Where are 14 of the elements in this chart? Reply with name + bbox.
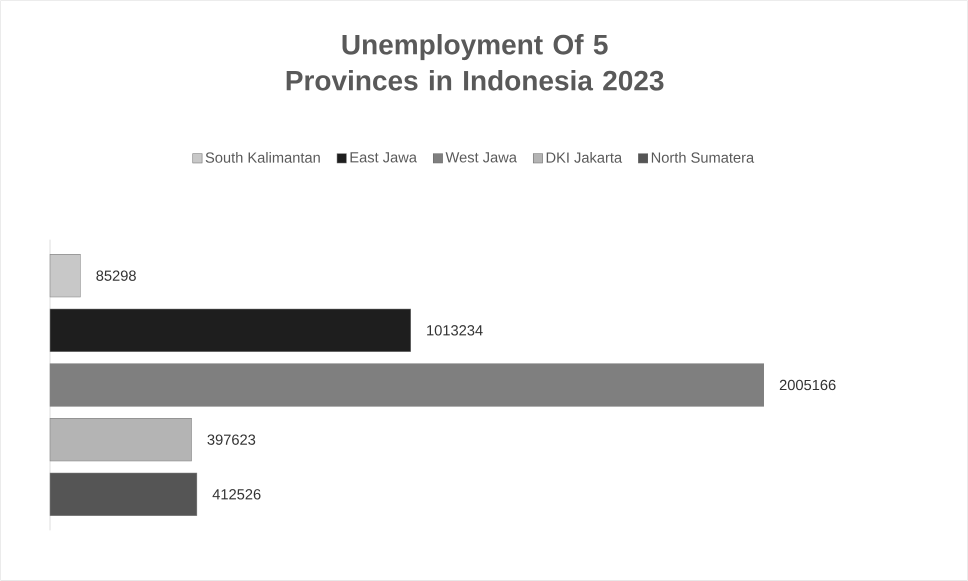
bar (50, 472, 198, 516)
data-label: 397623 (207, 434, 256, 445)
legend-label: East Jawa (350, 152, 417, 163)
bar (50, 308, 411, 352)
legend-label: South Kalimantan (206, 152, 320, 163)
legend-label: DKI Jakarta (546, 152, 622, 163)
chart-title: Unemployment Of 5 Provinces in Indonesia 2023 (286, 34, 664, 91)
data-label: 412526 (212, 489, 260, 500)
legend-label: North Sumatera (652, 152, 754, 163)
data-label: 2005166 (780, 380, 836, 390)
bar (50, 363, 764, 407)
data-label: 1013234 (427, 325, 483, 336)
data-label: 85298 (96, 270, 136, 281)
legend-label: West Jawa (446, 152, 517, 163)
